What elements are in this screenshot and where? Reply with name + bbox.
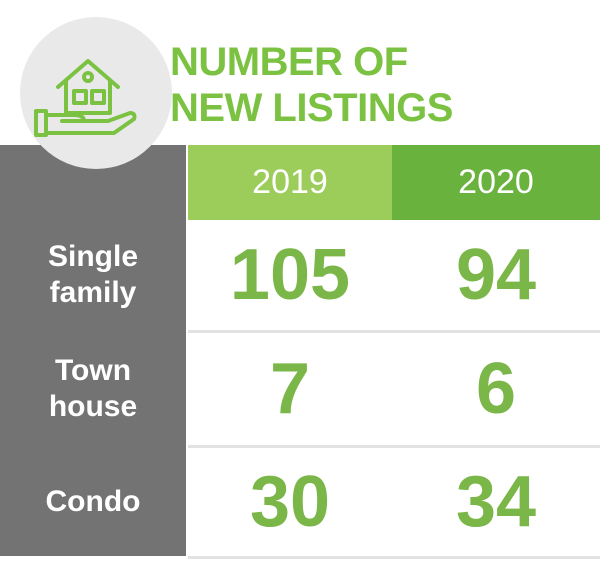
cell-value: 6 <box>475 349 517 429</box>
row-label-line: Single <box>47 240 138 273</box>
row-label: Single family <box>0 220 186 330</box>
cell-value: 94 <box>455 235 537 315</box>
row-separator <box>188 445 600 448</box>
cell-value: 7 <box>269 349 311 429</box>
row-label-line: house <box>48 390 138 423</box>
icon <box>20 17 172 169</box>
cell-value: 30 <box>249 462 331 542</box>
row-label-line: Town <box>54 354 132 387</box>
cell-value: 34 <box>455 462 537 542</box>
row-label-line: Condo <box>45 485 141 518</box>
row-label: Condo <box>0 448 186 556</box>
column-header: 2019 <box>188 145 392 220</box>
title-line: NEW LISTINGS <box>170 86 453 130</box>
house-hand-icon <box>34 59 137 137</box>
column-header: 2020 <box>392 145 600 220</box>
row-header-column <box>0 145 186 556</box>
row-separator <box>188 556 600 559</box>
title-line: NUMBER OF <box>170 40 408 84</box>
cell-value: 105 <box>229 235 351 315</box>
row-label-line: family <box>49 276 137 309</box>
row-label: Town house <box>0 333 186 445</box>
row-separator <box>188 330 600 333</box>
